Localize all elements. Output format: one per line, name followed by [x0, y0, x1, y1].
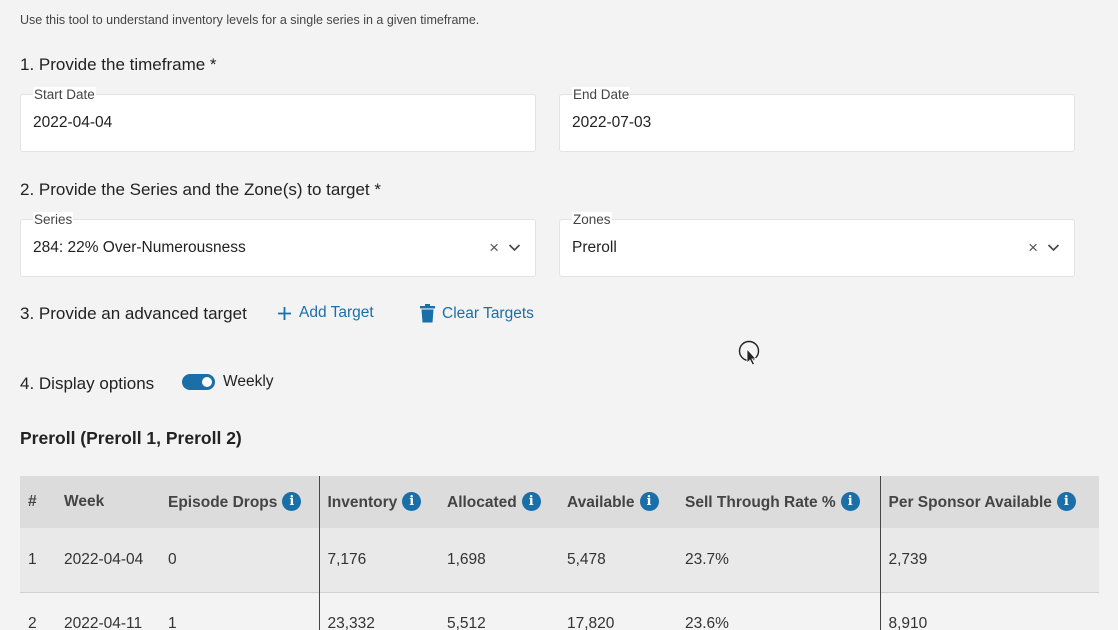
table-row: 2 2022-04-11 1 23,332 5,512 17,820 23.6%… — [20, 592, 1099, 630]
col-header-episode-drops: Episode Drops i — [160, 476, 319, 528]
info-icon[interactable]: i — [402, 492, 422, 511]
end-date-label: End Date — [572, 87, 631, 103]
cell-inventory: 7,176 — [318, 528, 439, 592]
series-value[interactable]: 284: 22% Over-Numerousness — [33, 239, 246, 256]
start-date-label: Start Date — [33, 87, 96, 103]
cell-week: 2022-04-04 — [64, 550, 144, 568]
series-select[interactable]: Series 284: 22% Over-Numerousness × — [20, 212, 536, 277]
start-date-field[interactable]: Start Date 2022-04-04 — [20, 87, 536, 152]
plus-icon — [278, 306, 291, 320]
series-clear-icon[interactable]: × — [489, 238, 499, 257]
mouse-cursor-icon — [738, 340, 760, 366]
table-header-row: # Week Episode Drops i Inventory i Allocat… — [20, 476, 1099, 528]
end-date-value[interactable]: 2022-07-03 — [572, 114, 652, 131]
section-display-title: 4. Display options — [20, 374, 155, 393]
cell-available: 17,820 — [567, 615, 615, 630]
col-header-available: Available i — [559, 476, 677, 528]
end-date-field[interactable]: End Date 2022-07-03 — [559, 87, 1075, 152]
zone-title: Preroll (Preroll 1, Preroll 2) — [20, 428, 242, 448]
info-icon[interactable]: i — [282, 492, 302, 511]
cell-per-sponsor-available: 2,739 — [879, 528, 1099, 592]
clear-targets-label: Clear Targets — [442, 304, 534, 322]
cell-episode-drops: 1 — [168, 615, 177, 630]
section-timeframe-title: 1. Provide the timeframe * — [20, 55, 217, 74]
add-target-button[interactable]: Add Target — [276, 304, 374, 322]
cell-allocated: 5,512 — [447, 615, 486, 630]
col-header-allocated: Allocated i — [439, 476, 559, 528]
clear-targets-button[interactable]: Clear Targets — [419, 304, 534, 323]
table-row: 1 2022-04-04 0 7,176 1,698 5,478 23.7% 2… — [20, 528, 1099, 592]
section-series-title: 2. Provide the Series and the Zone(s) to… — [20, 180, 381, 199]
info-icon[interactable]: i — [840, 492, 860, 511]
chevron-down-icon[interactable] — [1047, 241, 1060, 254]
cell-week: 2022-04-11 — [64, 615, 143, 630]
cell-per-sponsor-available: 8,910 — [879, 592, 1099, 630]
cell-sell-through-rate: 23.6% — [685, 615, 729, 630]
cell-index: 2 — [28, 615, 37, 630]
col-header-sell-through-rate: Sell Through Rate % i — [677, 476, 880, 528]
cell-episode-drops: 0 — [168, 550, 177, 568]
info-icon[interactable]: i — [521, 492, 541, 511]
weekly-toggle[interactable] — [182, 374, 215, 390]
section-advanced-title: 3. Provide an advanced target — [20, 304, 247, 323]
col-header-inventory: Inventory i — [318, 476, 439, 528]
col-header-week: Week — [64, 493, 105, 510]
weekly-label: Weekly — [223, 373, 274, 390]
zones-value[interactable]: Preroll — [572, 239, 617, 256]
inventory-table: # Week Episode Drops i Inventory i Allocat… — [20, 476, 1099, 630]
cell-index: 1 — [28, 550, 37, 568]
cell-allocated: 1,698 — [447, 550, 486, 568]
start-date-value[interactable]: 2022-04-04 — [33, 114, 113, 131]
col-header-index: # — [28, 493, 37, 510]
zones-clear-icon[interactable]: × — [1028, 238, 1038, 257]
cell-available: 5,478 — [567, 550, 606, 568]
zones-label: Zones — [572, 212, 612, 228]
toggle-knob — [202, 377, 212, 387]
info-icon[interactable]: i — [1056, 492, 1076, 511]
add-target-label: Add Target — [299, 304, 374, 321]
info-icon[interactable]: i — [639, 492, 659, 511]
intro-text: Use this tool to understand inventory le… — [20, 13, 480, 27]
cell-sell-through-rate: 23.7% — [685, 550, 729, 568]
series-label: Series — [33, 212, 74, 228]
col-header-per-sponsor-available: Per Sponsor Available i — [879, 476, 1099, 528]
chevron-down-icon[interactable] — [508, 241, 521, 254]
zones-select[interactable]: Zones Preroll × — [559, 212, 1075, 277]
trash-icon — [420, 304, 435, 323]
cell-inventory: 23,332 — [318, 592, 439, 630]
